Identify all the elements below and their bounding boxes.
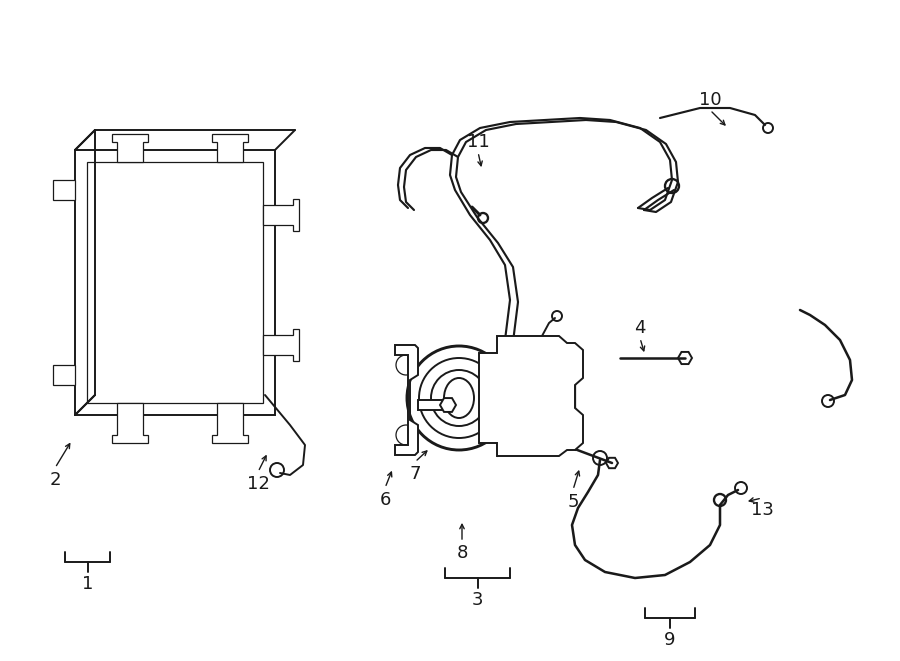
Polygon shape [479,336,583,456]
Text: 4: 4 [634,319,646,337]
Polygon shape [53,365,75,385]
Text: 6: 6 [379,491,391,509]
Text: 12: 12 [247,475,269,493]
Polygon shape [263,329,299,361]
Bar [418,400,448,410]
Text: 5: 5 [567,493,579,511]
Text: 9: 9 [664,631,676,649]
Text: 7: 7 [410,465,421,483]
Polygon shape [112,134,148,162]
Polygon shape [678,352,692,364]
Polygon shape [53,180,75,200]
Polygon shape [212,403,248,443]
Polygon shape [112,403,148,443]
Ellipse shape [444,378,474,418]
Bar [75,150,275,415]
Text: 3: 3 [472,591,483,609]
Bar [87,162,263,403]
Text: 1: 1 [82,575,94,593]
Polygon shape [212,134,248,162]
Polygon shape [440,398,456,412]
Text: 11: 11 [466,133,490,151]
Polygon shape [263,199,299,231]
Text: 2: 2 [50,471,61,489]
Polygon shape [395,345,418,455]
Polygon shape [606,458,618,468]
Text: 13: 13 [751,501,773,519]
Text: 8: 8 [456,544,468,562]
Text: 10: 10 [698,91,721,109]
